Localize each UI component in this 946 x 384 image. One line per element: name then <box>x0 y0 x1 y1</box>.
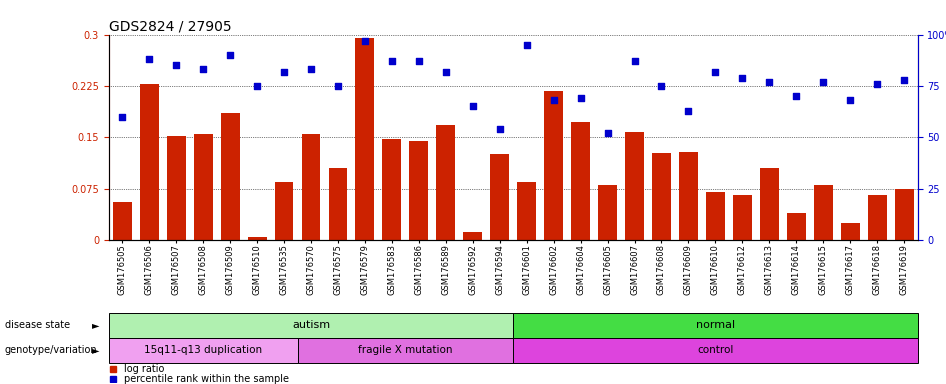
Point <box>815 79 831 85</box>
Point <box>114 114 130 120</box>
Point <box>465 103 481 109</box>
Point <box>897 77 912 83</box>
Text: 15q11-q13 duplication: 15q11-q13 duplication <box>144 345 262 356</box>
Bar <box>652 153 671 240</box>
Bar <box>598 185 617 240</box>
Point <box>735 74 750 81</box>
Bar <box>760 168 779 240</box>
Bar <box>841 223 860 240</box>
Bar <box>514 338 918 363</box>
Bar <box>733 195 752 240</box>
Point <box>438 68 453 74</box>
Bar <box>194 134 213 240</box>
Bar <box>514 313 918 338</box>
Bar <box>113 202 131 240</box>
Bar <box>166 136 185 240</box>
Bar <box>140 84 159 240</box>
Point <box>384 58 399 65</box>
Point <box>250 83 265 89</box>
Text: genotype/variation: genotype/variation <box>5 345 97 356</box>
Text: percentile rank within the sample: percentile rank within the sample <box>124 374 289 384</box>
Bar <box>895 189 914 240</box>
Bar <box>248 237 267 240</box>
Point <box>196 66 211 73</box>
Bar <box>679 152 698 240</box>
Text: log ratio: log ratio <box>124 364 165 374</box>
Bar <box>517 182 536 240</box>
Bar <box>867 195 886 240</box>
Point <box>869 81 885 87</box>
Point <box>546 97 561 103</box>
Point <box>789 93 804 99</box>
Point <box>681 108 696 114</box>
Bar <box>220 113 239 240</box>
Point <box>762 79 777 85</box>
Point <box>304 66 319 73</box>
Point <box>276 68 291 74</box>
Point <box>843 97 858 103</box>
Text: control: control <box>697 345 733 356</box>
Point <box>654 83 669 89</box>
Bar <box>544 91 563 240</box>
Bar <box>410 141 429 240</box>
Bar <box>109 338 297 363</box>
Point <box>358 38 373 44</box>
Point <box>168 62 184 68</box>
Text: autism: autism <box>292 320 330 331</box>
Point <box>142 56 157 62</box>
Bar <box>464 232 482 240</box>
Point <box>627 58 642 65</box>
Point <box>330 83 345 89</box>
Bar <box>814 185 832 240</box>
Bar <box>490 154 509 240</box>
Bar <box>436 125 455 240</box>
Bar <box>382 139 401 240</box>
Point <box>222 52 237 58</box>
Bar <box>356 38 375 240</box>
Bar <box>297 338 514 363</box>
Text: ►: ► <box>92 320 99 331</box>
Text: GDS2824 / 27905: GDS2824 / 27905 <box>109 20 232 33</box>
Point <box>573 95 588 101</box>
Point <box>492 126 507 132</box>
Text: normal: normal <box>696 320 735 331</box>
Text: disease state: disease state <box>5 320 70 331</box>
Bar <box>571 122 590 240</box>
Bar <box>274 182 293 240</box>
Point <box>519 42 534 48</box>
Point <box>600 130 615 136</box>
Point <box>708 68 723 74</box>
Bar <box>109 313 514 338</box>
Bar <box>328 168 347 240</box>
Bar <box>706 192 725 240</box>
Point <box>412 58 427 65</box>
Bar <box>625 132 644 240</box>
Text: ►: ► <box>92 345 99 356</box>
Text: fragile X mutation: fragile X mutation <box>359 345 452 356</box>
Bar <box>787 213 806 240</box>
Bar <box>302 134 321 240</box>
